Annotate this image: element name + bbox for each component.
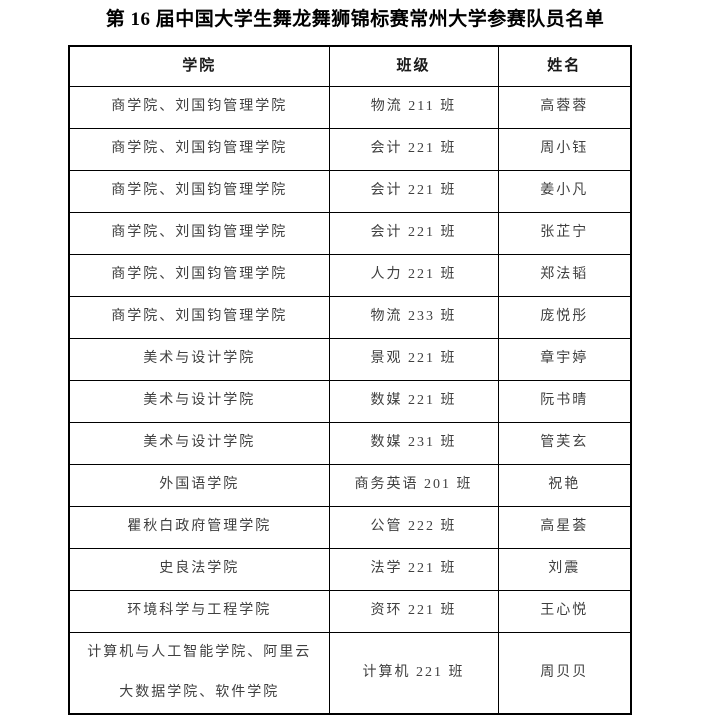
cell-class: 法学 221 班: [328, 547, 499, 591]
cell-class: 计算机 221 班: [328, 631, 499, 714]
cell-name: 章宇婷: [497, 337, 632, 381]
table-row: 商学院、刘国钧管理学院 物流 211 班 高蓉蓉: [68, 85, 632, 129]
cell-college: 瞿秋白政府管理学院: [68, 505, 330, 549]
cell-name: 管芙玄: [497, 421, 632, 465]
cell-college: 商学院、刘国钧管理学院: [68, 253, 330, 297]
page-title: 第 16 届中国大学生舞龙舞狮锦标赛常州大学参赛队员名单: [105, 9, 605, 30]
table-row: 商学院、刘国钧管理学院 会计 221 班 姜小凡: [68, 169, 632, 213]
table-row: 商学院、刘国钧管理学院 会计 221 班 张芷宁: [68, 211, 632, 255]
table-header: 学院 班级 姓名: [68, 45, 632, 87]
table-row: 美术与设计学院 数媒 231 班 管芙玄: [68, 421, 632, 465]
cell-college: 环境科学与工程学院: [68, 589, 330, 633]
cell-name: 张芷宁: [497, 211, 632, 255]
cell-class: 数媒 221 班: [328, 379, 499, 423]
cell-college: 商学院、刘国钧管理学院: [68, 85, 330, 129]
header-row: 学院 班级 姓名: [68, 45, 632, 87]
cell-college: 美术与设计学院: [68, 379, 330, 423]
table-row: 商学院、刘国钧管理学院 会计 221 班 周小钰: [68, 127, 632, 171]
table-row: 美术与设计学院 数媒 221 班 阮书晴: [68, 379, 632, 423]
table-row: 商学院、刘国钧管理学院 物流 233 班 庞悦彤: [68, 295, 632, 339]
table-body: 商学院、刘国钧管理学院 物流 211 班 高蓉蓉 商学院、刘国钧管理学院 会计 …: [68, 85, 632, 714]
cell-name: 高星荟: [497, 505, 632, 549]
cell-class: 物流 233 班: [328, 295, 499, 339]
cell-name: 高蓉蓉: [497, 85, 632, 129]
table-row: 美术与设计学院 景观 221 班 章宇婷: [68, 337, 632, 381]
cell-class: 公管 222 班: [328, 505, 499, 549]
cell-college: 商学院、刘国钧管理学院: [68, 127, 330, 171]
table-row: 商学院、刘国钧管理学院 人力 221 班 郑法韬: [68, 253, 632, 297]
table-row: 环境科学与工程学院 资环 221 班 王心悦: [68, 589, 632, 633]
cell-college: 外国语学院: [68, 463, 330, 507]
cell-class: 会计 221 班: [328, 127, 499, 171]
cell-class: 景观 221 班: [328, 337, 499, 381]
cell-college: 美术与设计学院: [68, 421, 330, 465]
cell-class: 会计 221 班: [328, 169, 499, 213]
header-name: 姓名: [497, 45, 632, 87]
cell-name: 周小钰: [497, 127, 632, 171]
cell-class: 人力 221 班: [328, 253, 499, 297]
cell-name: 王心悦: [497, 589, 632, 633]
cell-name: 刘震: [497, 547, 632, 591]
header-class: 班级: [328, 45, 499, 87]
cell-name: 阮书晴: [497, 379, 632, 423]
header-college: 学院: [68, 45, 330, 87]
cell-college: 商学院、刘国钧管理学院: [68, 211, 330, 255]
cell-college: 商学院、刘国钧管理学院: [68, 295, 330, 339]
cell-college: 史良法学院: [68, 547, 330, 591]
cell-name: 祝艳: [497, 463, 632, 507]
cell-name: 庞悦彤: [497, 295, 632, 339]
cell-college: 计算机与人工智能学院、阿里云大数据学院、软件学院: [68, 631, 330, 714]
cell-college: 美术与设计学院: [68, 337, 330, 381]
cell-class: 数媒 231 班: [328, 421, 499, 465]
table-row: 计算机与人工智能学院、阿里云大数据学院、软件学院 计算机 221 班 周贝贝: [68, 631, 632, 714]
cell-college: 商学院、刘国钧管理学院: [68, 169, 330, 213]
table-row: 外国语学院 商务英语 201 班 祝艳: [68, 463, 632, 507]
cell-class: 资环 221 班: [328, 589, 499, 633]
cell-name: 姜小凡: [497, 169, 632, 213]
cell-name: 郑法韬: [497, 253, 632, 297]
cell-class: 商务英语 201 班: [328, 463, 499, 507]
roster-table: 学院 班级 姓名 商学院、刘国钧管理学院 物流 211 班 高蓉蓉 商学院、刘国…: [68, 45, 632, 715]
cell-class: 会计 221 班: [328, 211, 499, 255]
cell-class: 物流 211 班: [328, 85, 499, 129]
table-row: 瞿秋白政府管理学院 公管 222 班 高星荟: [68, 505, 632, 549]
table-row: 史良法学院 法学 221 班 刘震: [68, 547, 632, 591]
cell-name: 周贝贝: [497, 631, 632, 714]
